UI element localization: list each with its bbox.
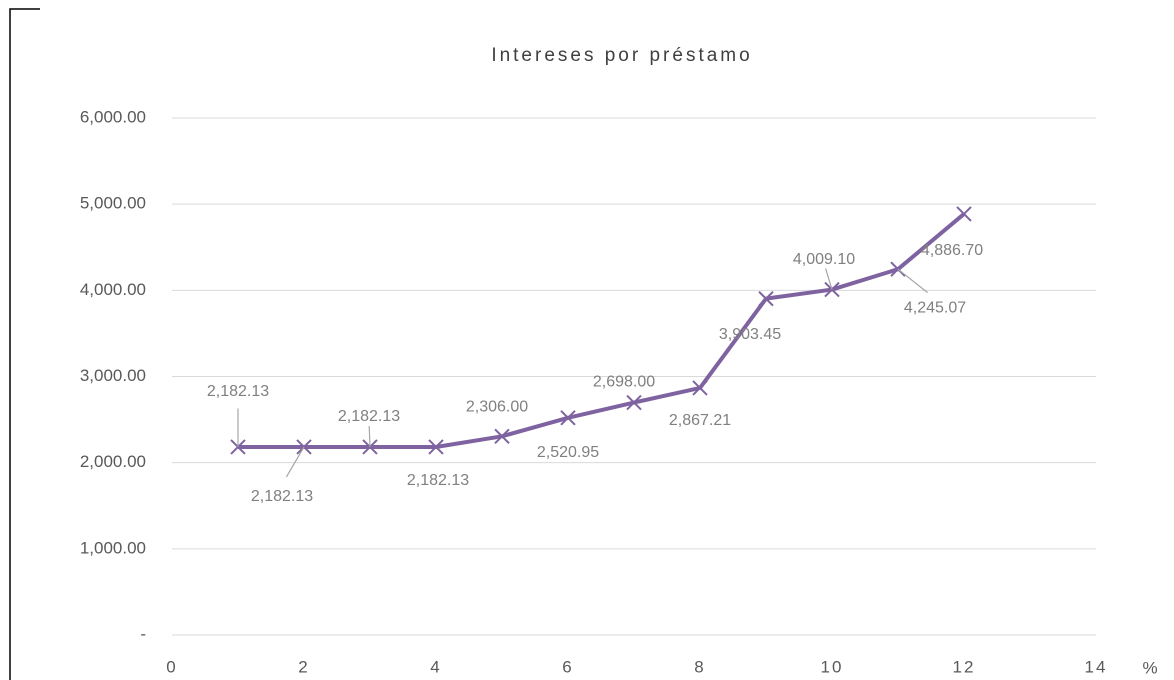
leader-line — [368, 425, 371, 447]
x-tick-label: 14 — [1085, 657, 1108, 676]
data-line — [238, 212, 966, 449]
x-tick-label: 12 — [953, 657, 976, 676]
data-label: 2,698.00 — [593, 374, 655, 391]
y-tick-label: - — [140, 624, 146, 643]
y-tick-label: 1,000.00 — [80, 538, 146, 557]
x-tick-label: 2 — [298, 657, 309, 676]
marker — [494, 428, 510, 445]
x-tick-label: 0 — [166, 657, 177, 676]
data-label: 2,520.95 — [537, 444, 599, 461]
chart-frame — [9, 8, 40, 680]
data-label: 4,886.70 — [921, 242, 983, 259]
marker — [692, 380, 708, 396]
x-tick-label: 10 — [821, 657, 844, 676]
x-tick-label: 6 — [562, 657, 573, 676]
marker — [956, 206, 972, 222]
marker — [890, 261, 906, 277]
y-tick-label: 5,000.00 — [80, 194, 146, 213]
y-tick-label: 4,000.00 — [80, 280, 146, 299]
marker — [428, 439, 444, 455]
leader-line — [825, 268, 833, 290]
y-tick-label: 6,000.00 — [80, 107, 146, 126]
data-label: 2,182.13 — [338, 408, 400, 425]
x-tick-label: 4 — [430, 657, 441, 676]
data-label: 2,182.13 — [407, 472, 469, 489]
marker — [758, 290, 774, 307]
marker — [560, 410, 576, 426]
y-tick-label: 2,000.00 — [80, 452, 146, 471]
x-axis-label: % — [1142, 658, 1157, 677]
y-tick-label: 3,000.00 — [80, 366, 146, 385]
chart-title: Intereses por préstamo — [491, 45, 752, 66]
x-tick-label: 8 — [694, 657, 705, 676]
data-label: 2,182.13 — [207, 383, 269, 400]
data-label: 4,009.10 — [793, 251, 855, 268]
leader-line — [897, 268, 928, 294]
data-label: 2,182.13 — [251, 488, 313, 505]
marker — [626, 394, 642, 411]
data-label: 2,306.00 — [466, 399, 528, 416]
data-label: 3,903.45 — [719, 326, 781, 343]
leader-line — [285, 446, 305, 478]
marker — [296, 439, 312, 455]
data-label: 4,245.07 — [904, 299, 966, 316]
data-label: 2,867.21 — [669, 412, 731, 429]
